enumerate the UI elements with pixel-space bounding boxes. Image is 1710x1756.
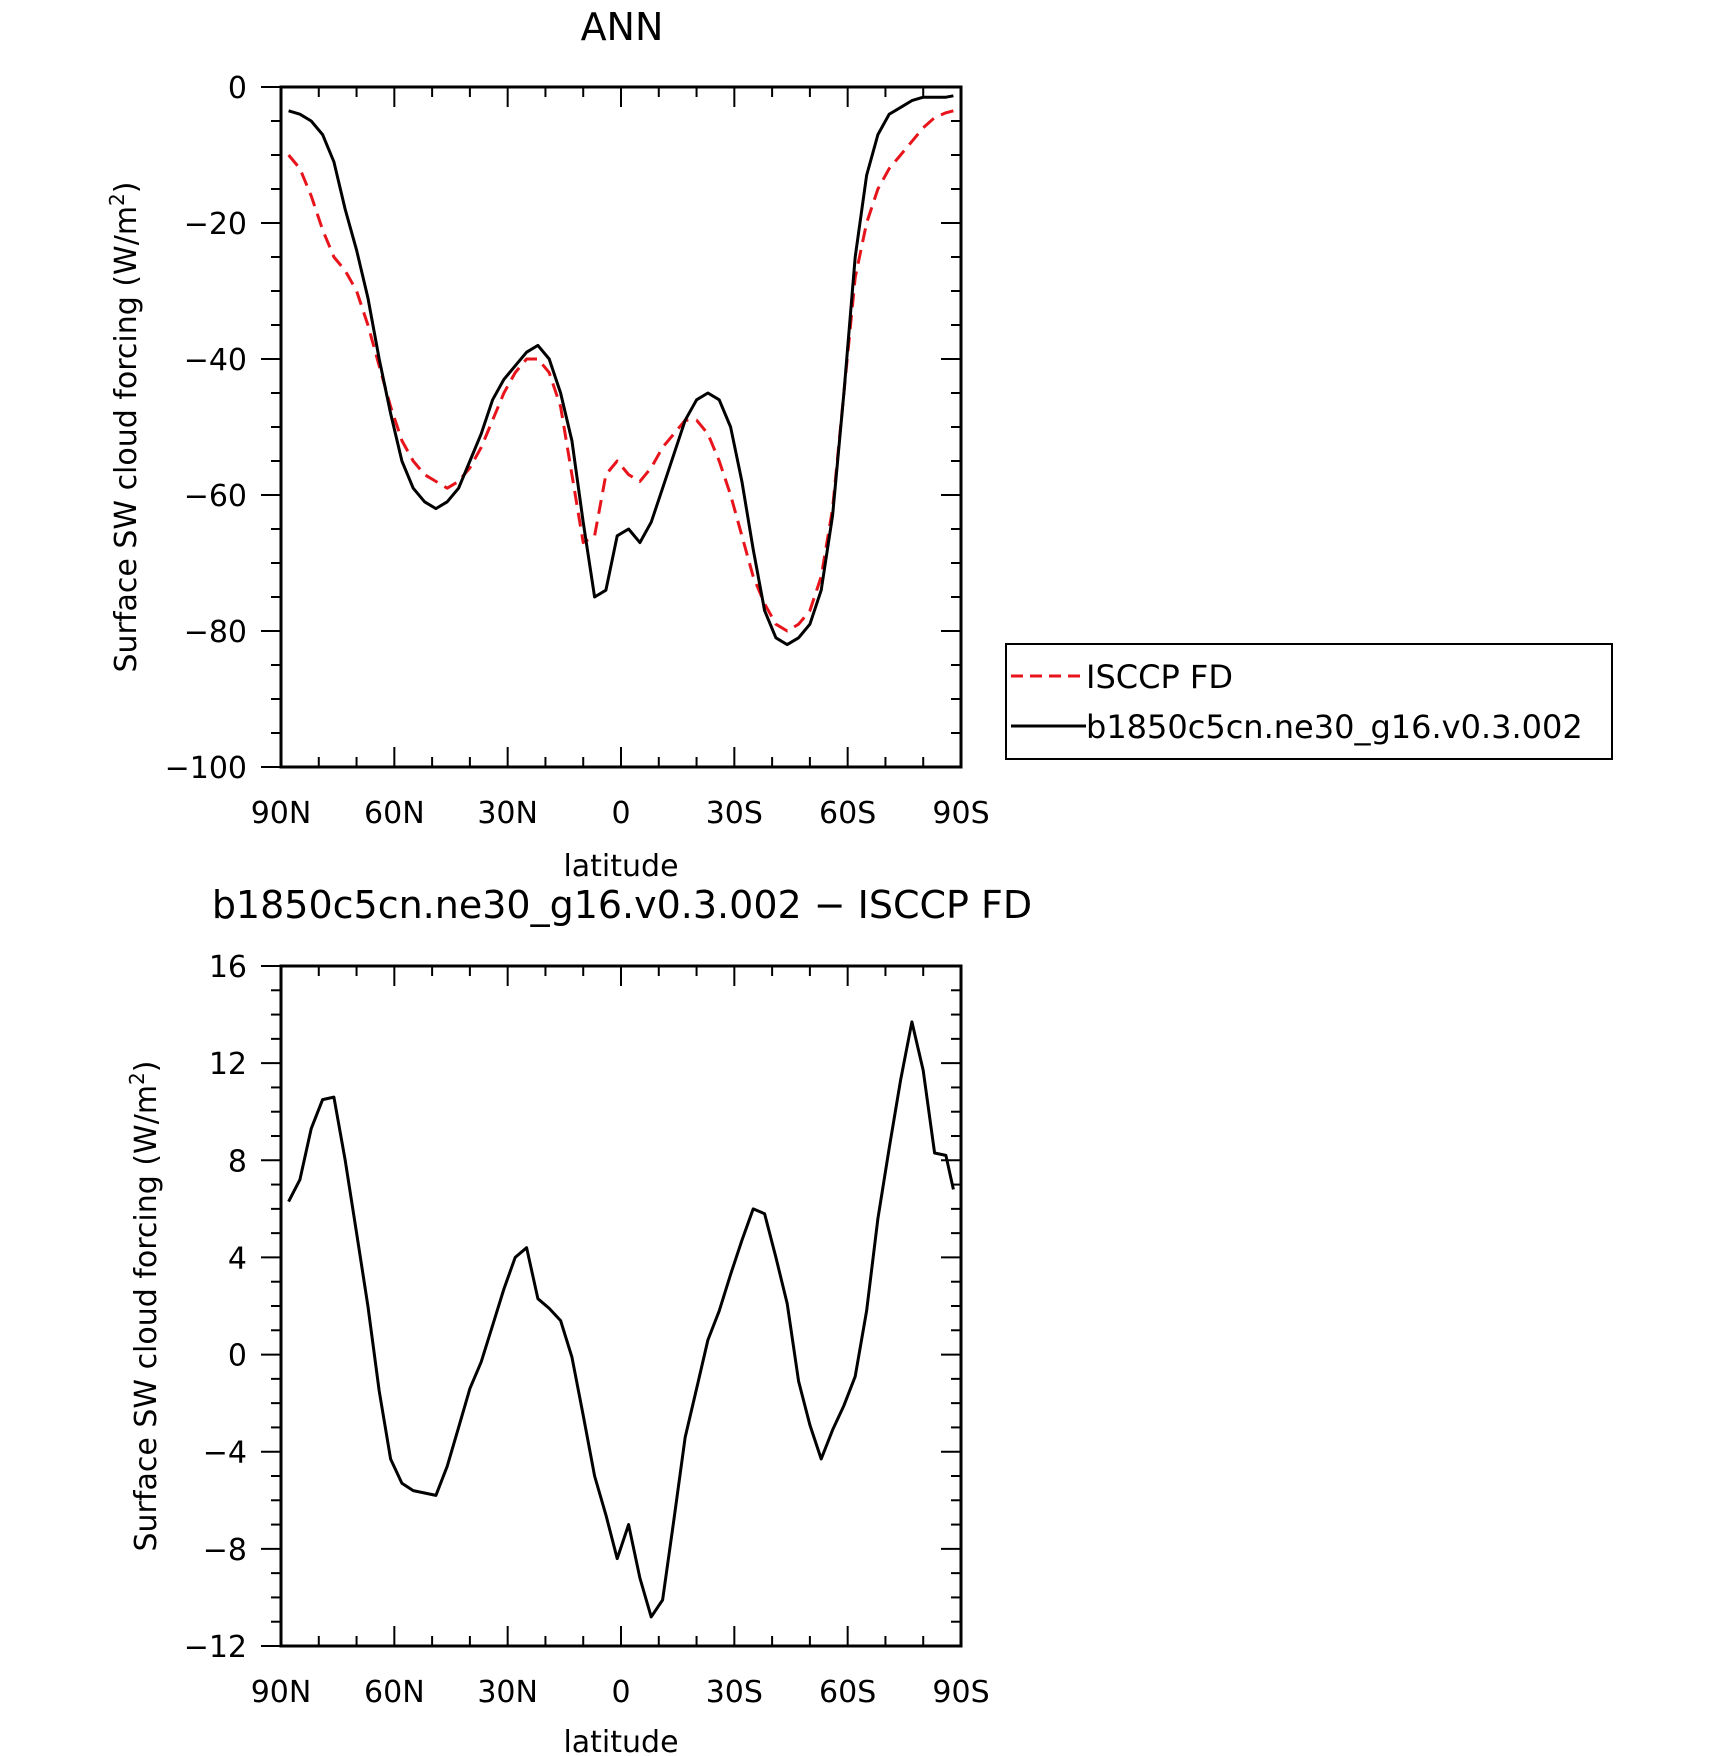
top-y-tick-label: −60 (184, 479, 247, 514)
top-x-tick-label: 90S (932, 796, 989, 831)
bottom-x-tick-labels: 90N 60N 30N 0 30S 60S 90S (251, 1675, 990, 1710)
bottom-y-tick-label: 0 (228, 1339, 247, 1374)
bottom-series-line-0 (287, 1020, 955, 1619)
bottom-x-tick-label: 0 (611, 1675, 630, 1710)
bottom-x-tick-label: 30N (477, 1675, 538, 1710)
top-x-tick-label: 30N (477, 796, 538, 831)
top-x-tick-label: 90N (251, 796, 312, 831)
top-chart-title: ANN (581, 5, 664, 49)
top-y-tick-label: 0 (228, 71, 247, 106)
top-series-line-1 (288, 94, 954, 647)
top-y-tick-labels: 0 −20 −40 −60 −80 −100 (165, 71, 247, 786)
top-y-axis-title: Surface SW cloud forcing (W/m2) (105, 181, 144, 672)
bottom-y-tick-label: −12 (184, 1630, 247, 1665)
top-y-tick-label: −100 (165, 751, 247, 786)
top-x-tick-label: 60N (364, 796, 425, 831)
bottom-x-tick-label: 90S (932, 1675, 989, 1710)
bottom-chart-title: b1850c5cn.ne30_g16.v0.3.002 − ISCCP FD (212, 883, 1032, 927)
top-x-tick-label: 0 (611, 796, 630, 831)
top-x-tick-labels: 90N 60N 30N 0 30S 60S 90S (251, 796, 990, 831)
bottom-y-axis-title-base: Surface SW cloud forcing (W/m (129, 1085, 164, 1552)
top-chart: ANN 90N 60N 30N 0 30S 60S 90S 0 −20 −40 −60 −80 −10… (105, 5, 1613, 884)
bottom-x-tick-label: 60N (364, 1675, 425, 1710)
bottom-y-tick-label: 16 (209, 950, 247, 985)
bottom-y-tick-label: 12 (209, 1047, 247, 1082)
bottom-y-tick-label: −8 (203, 1533, 247, 1568)
bottom-y-tick-label: 4 (228, 1241, 247, 1276)
top-series-layer (287, 94, 954, 647)
bottom-ticks (261, 965, 962, 1647)
top-y-axis-title-end: ) (109, 181, 144, 193)
bottom-x-tick-label: 60S (819, 1675, 876, 1710)
legend-box (1005, 643, 1613, 760)
bottom-y-axis-title-sup: 2 (125, 1072, 149, 1085)
top-y-axis-title-base: Surface SW cloud forcing (W/m (109, 206, 144, 673)
top-x-tick-label: 60S (819, 796, 876, 831)
top-ticks (261, 86, 962, 768)
bottom-x-tick-label: 90N (251, 1675, 312, 1710)
top-series-line-0 (287, 109, 954, 633)
top-y-tick-label: −80 (184, 615, 247, 650)
bottom-series-layer (287, 1020, 955, 1619)
bottom-chart: b1850c5cn.ne30_g16.v0.3.002 − ISCCP FD 9… (125, 883, 1032, 1756)
bottom-y-tick-label: −4 (203, 1436, 247, 1471)
bottom-y-axis-title-end: ) (129, 1060, 164, 1072)
bottom-y-tick-labels: 16 12 8 4 0 −4 −8 −12 (184, 950, 247, 1665)
legend: ISCCP FD b1850c5cn.ne30_g16.v0.3.002 (1005, 643, 1613, 760)
bottom-y-axis-title: Surface SW cloud forcing (W/m2) (125, 1060, 164, 1551)
legend-label-isccp: ISCCP FD (1086, 658, 1233, 696)
top-y-tick-label: −20 (184, 207, 247, 242)
bottom-x-tick-label: 30S (706, 1675, 763, 1710)
top-x-tick-label: 30S (706, 796, 763, 831)
bottom-x-axis-title: latitude (563, 1725, 678, 1756)
top-y-axis-title-sup: 2 (105, 193, 129, 206)
top-y-tick-label: −40 (184, 343, 247, 378)
top-x-axis-title: latitude (563, 849, 678, 884)
legend-label-model: b1850c5cn.ne30_g16.v0.3.002 (1086, 708, 1583, 746)
bottom-y-tick-label: 8 (228, 1144, 247, 1179)
